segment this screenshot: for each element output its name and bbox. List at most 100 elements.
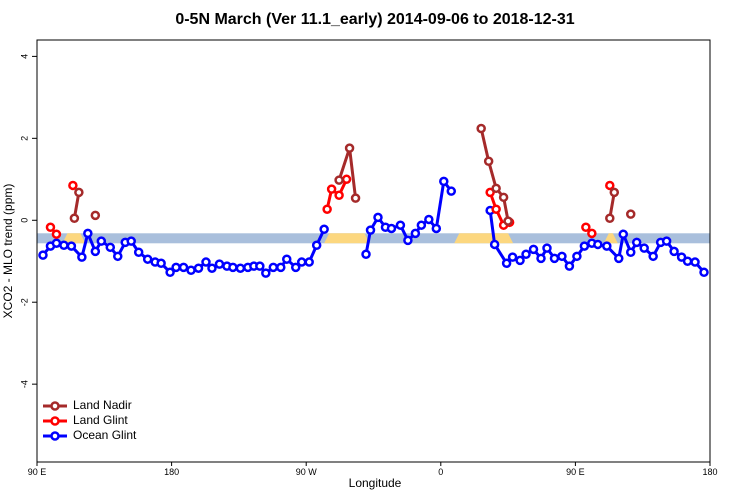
x-tick-label: 90 W — [296, 467, 318, 477]
y-tick-label: -2 — [19, 298, 29, 306]
point — [350, 193, 361, 203]
x-tick-label: 90 E — [28, 467, 47, 477]
point — [74, 187, 84, 198]
legend-label: Ocean Glint — [73, 428, 137, 442]
point — [536, 253, 546, 264]
y-tick-label: 2 — [19, 136, 29, 141]
point — [625, 209, 636, 219]
chart-title: 0-5N March (Ver 11.1_early) 2014-09-06 t… — [175, 11, 574, 28]
point — [261, 268, 271, 278]
plot-area — [37, 125, 710, 278]
point — [431, 223, 442, 234]
point — [66, 241, 77, 251]
point — [699, 267, 709, 278]
point — [614, 253, 624, 264]
point — [682, 256, 693, 266]
point — [193, 263, 204, 273]
point — [105, 242, 116, 253]
point — [669, 246, 679, 257]
point — [113, 251, 123, 262]
point — [77, 252, 87, 262]
point — [373, 212, 383, 223]
point — [528, 244, 539, 255]
point — [581, 222, 591, 232]
land-band — [324, 233, 370, 244]
point — [235, 263, 246, 273]
point — [483, 156, 494, 167]
point — [618, 229, 629, 239]
point — [322, 204, 332, 214]
point — [207, 263, 217, 273]
point — [319, 224, 329, 235]
point — [605, 180, 615, 191]
point — [171, 262, 181, 273]
point — [690, 257, 700, 267]
x-axis-title: Longitude — [349, 476, 402, 490]
point — [186, 265, 196, 276]
point — [165, 267, 175, 278]
y-axis-title: XCO2 - MLO trend (ppm) — [1, 184, 15, 319]
point — [602, 241, 612, 251]
point — [228, 262, 238, 273]
y-tick-label: -4 — [19, 380, 29, 388]
point — [593, 239, 603, 250]
point — [424, 214, 434, 225]
point — [59, 240, 69, 251]
point — [51, 229, 62, 239]
point — [214, 259, 225, 269]
point — [290, 262, 301, 273]
legend-label: Land Nadir — [73, 398, 132, 412]
point — [133, 247, 144, 257]
point — [255, 261, 265, 271]
point — [403, 235, 413, 246]
point — [625, 247, 636, 257]
point — [439, 176, 449, 187]
point — [507, 252, 518, 262]
point — [410, 228, 421, 239]
point — [501, 258, 512, 269]
legend-marker — [50, 401, 60, 411]
point — [83, 228, 93, 239]
point — [334, 190, 344, 201]
point — [341, 174, 352, 185]
point — [485, 187, 495, 198]
point — [521, 249, 531, 260]
point — [142, 254, 153, 264]
legend-label: Land Glint — [73, 413, 128, 427]
point — [503, 216, 513, 226]
x-tick-label: 0 — [438, 467, 443, 477]
point — [126, 236, 136, 246]
point — [605, 213, 615, 223]
point — [38, 250, 48, 260]
point — [557, 251, 567, 262]
point — [334, 175, 344, 185]
series-line — [74, 128, 630, 221]
point — [296, 257, 307, 267]
point — [268, 262, 279, 273]
point — [344, 143, 355, 153]
point — [69, 213, 80, 223]
point — [361, 249, 371, 260]
point — [564, 261, 575, 271]
point — [661, 236, 672, 246]
land-band — [454, 233, 514, 244]
point — [676, 252, 687, 262]
plot-frame — [36, 39, 711, 463]
point — [446, 186, 457, 196]
point — [639, 243, 649, 253]
x-tick-label: 90 E — [566, 467, 585, 477]
land-band — [62, 233, 86, 244]
point — [282, 254, 292, 264]
point — [311, 240, 322, 251]
point — [648, 251, 658, 262]
point — [489, 239, 500, 250]
y-tick-label: 0 — [19, 218, 29, 223]
point — [515, 255, 525, 266]
point — [68, 180, 78, 191]
point — [326, 184, 337, 194]
point — [631, 237, 642, 248]
x-tick-label: 180 — [702, 467, 717, 477]
point — [416, 220, 427, 230]
point — [51, 238, 62, 248]
